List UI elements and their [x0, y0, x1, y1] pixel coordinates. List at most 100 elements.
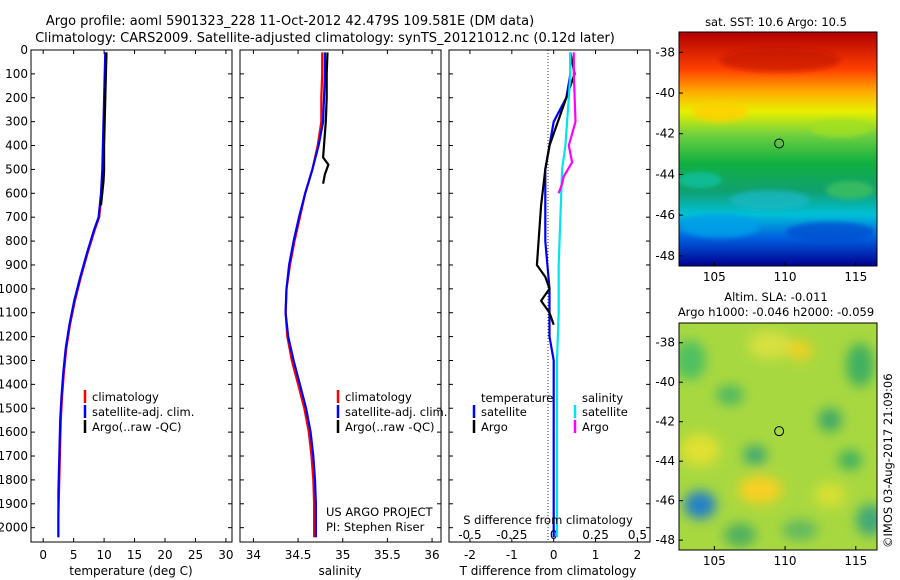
x-tick-label: 10 [96, 548, 111, 562]
y-tick-label: 1900 [0, 497, 28, 511]
header-line-2: Climatology: CARS2009. Satellite-adjuste… [35, 31, 615, 46]
header-line-1: Argo profile: aoml 5901323_228 11-Oct-20… [46, 14, 534, 29]
y-tick-label: 1100 [0, 306, 28, 320]
series-line-argo-raw-qc- [322, 52, 330, 184]
sst-map-title: sat. SST: 10.6 Argo: 10.5 [705, 15, 847, 29]
y-tick-label: 0 [20, 43, 28, 57]
y-tick-label: 200 [5, 91, 28, 105]
map-x-tick-label: 105 [703, 270, 726, 284]
argo-position-marker [774, 138, 785, 149]
legend-satellite: satellite-adj. clim. [92, 405, 194, 419]
x-tick-label: 30 [218, 548, 233, 562]
x-tick-label: 36 [424, 548, 439, 562]
x-tick-label: 2 [634, 548, 642, 562]
salinity-axes [239, 49, 442, 543]
x-tick-label: 34 [246, 548, 261, 562]
y-tick-label: 300 [5, 115, 28, 129]
series-line-climatology [57, 52, 107, 538]
legend-argo: Argo(..raw -QC) [345, 420, 435, 434]
series-line-salinity-argo [557, 52, 577, 194]
map-y-tick-label: -40 [655, 375, 675, 389]
legend-climatology: climatology [92, 390, 159, 404]
sst-map-frame [678, 31, 878, 267]
map-y-tick-label: -42 [655, 127, 675, 141]
y-tick-label: 400 [5, 139, 28, 153]
map-y-tick-label: -44 [655, 167, 675, 181]
map-y-tick-label: -38 [655, 336, 675, 350]
top-tick-label: 0.25 [582, 528, 609, 542]
legend-argo: Argo(..raw -QC) [92, 420, 182, 434]
legend-salinity-argo: Argo [582, 420, 609, 434]
x-tick-label: 15 [127, 548, 142, 562]
legend-salinity-satellite: satellite [582, 405, 628, 419]
y-tick-label: 1800 [0, 473, 28, 487]
map-y-tick-label: -42 [655, 415, 675, 429]
sla-map-image [679, 323, 877, 550]
y-tick-label: 600 [5, 186, 28, 200]
y-tick-label: 100 [5, 67, 28, 81]
series-line-satellite-adj-clim- [284, 52, 326, 538]
profile-lines [57, 52, 577, 538]
map-x-tick-label: 105 [703, 554, 726, 568]
temperature-xlabel: temperature (deg C) [69, 564, 192, 578]
y-tick-label: 1200 [0, 330, 28, 344]
map-x-tick-label: 110 [774, 270, 797, 284]
map-y-tick-label: -44 [655, 454, 675, 468]
y-tick-label: 1600 [0, 425, 28, 439]
salinity-xlabel: salinity [318, 564, 361, 578]
axis-ticks: 0100200300400500600700800900100011001200… [0, 43, 650, 562]
series-line-argo-raw-qc- [99, 52, 108, 206]
y-tick-label: 700 [5, 210, 28, 224]
series-line-temperature-argo [535, 52, 576, 326]
y-tick-label: 500 [5, 162, 28, 176]
legend-temperature-title: temperature [481, 391, 553, 405]
pi-annotation: PI: Stephen Riser [326, 520, 425, 534]
sla-map-title: Altim. SLA: -0.011 [724, 290, 828, 304]
x-tick-label: 25 [188, 548, 203, 562]
difference-xlabel: T difference from climatology [459, 564, 637, 578]
x-tick-label: 5 [70, 548, 78, 562]
project-annotation: US ARGO PROJECT [326, 505, 434, 519]
temperature-axes [30, 49, 233, 543]
legend-salinity-title: salinity [582, 391, 623, 405]
y-tick-label: 1000 [0, 282, 28, 296]
map-y-tick-label: -46 [655, 208, 675, 222]
series-line-salinity-satellite [555, 52, 572, 538]
top-tick-label: -0.25 [496, 528, 527, 542]
y-tick-label: 1500 [0, 401, 28, 415]
x-tick-label: 0 [39, 548, 47, 562]
legend-temperature-satellite: satellite [481, 405, 527, 419]
y-tick-label: 1400 [0, 377, 28, 391]
y-tick-label: 800 [5, 234, 28, 248]
y-tick-label: 2000 [0, 521, 28, 535]
temperature-legend: climatology satellite-adj. clim. Argo(..… [83, 390, 194, 434]
series-line-climatology [284, 52, 324, 538]
map-x-tick-label: 115 [844, 270, 867, 284]
salinity-legend: climatology satellite-adj. clim. Argo(..… [326, 390, 447, 534]
difference-top-label: S difference from climatology [463, 513, 633, 527]
map-y-tick-label: -40 [655, 86, 675, 100]
top-tick-label: -0.5 [458, 528, 481, 542]
legend-temperature-argo: Argo [481, 420, 508, 434]
imos-stamp: ©IMOS 03-Aug-2017 21:09:06 [881, 373, 895, 548]
map-x-tick-label: 115 [844, 554, 867, 568]
x-tick-label: 20 [157, 548, 172, 562]
x-tick-label: 34.5 [285, 548, 312, 562]
sla-map-subtitle: Argo h1000: -0.046 h2000: -0.059 [678, 305, 874, 319]
x-tick-label: -1 [506, 548, 518, 562]
map-y-tick-label: -46 [655, 494, 675, 508]
x-tick-label: -2 [464, 548, 476, 562]
x-tick-label: 0 [550, 548, 558, 562]
map-y-tick-label: -38 [655, 45, 675, 59]
map-y-tick-label: -48 [655, 533, 675, 547]
y-tick-label: 900 [5, 258, 28, 272]
argo-position-marker [774, 426, 785, 437]
x-tick-label: 35 [335, 548, 350, 562]
difference-axes [448, 49, 651, 543]
x-tick-label: 35.5 [374, 548, 401, 562]
sst-map-image [679, 32, 877, 266]
top-tick-label: 0.5 [628, 528, 647, 542]
legend-satellite: satellite-adj. clim. [345, 405, 447, 419]
y-tick-label: 1700 [0, 449, 28, 463]
